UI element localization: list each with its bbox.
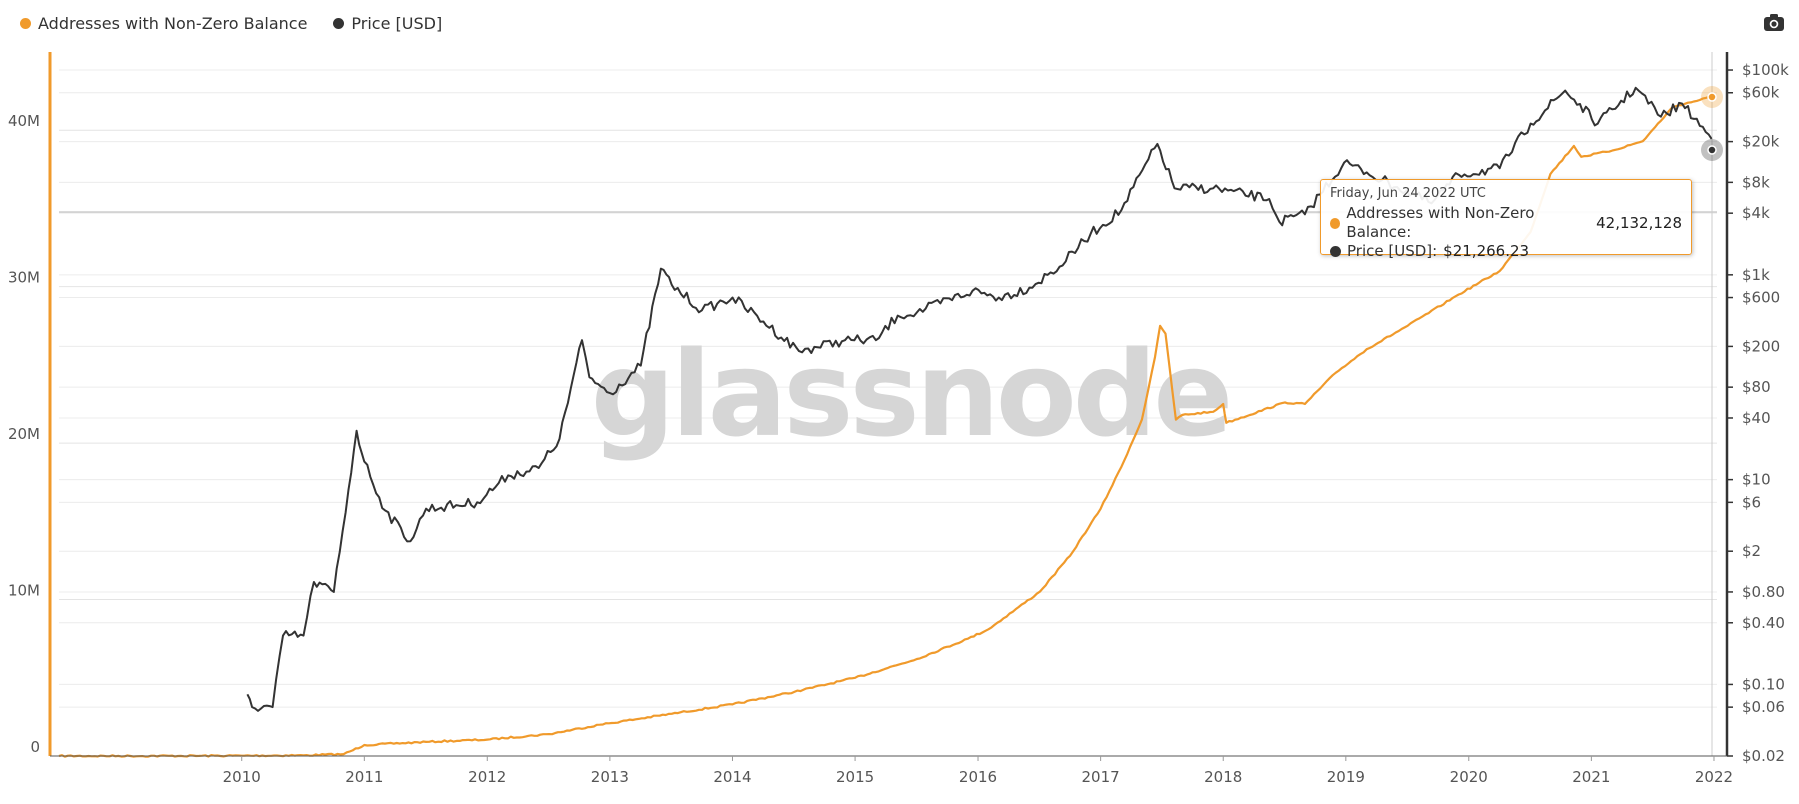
legend-item-addresses[interactable]: Addresses with Non-Zero Balance	[20, 14, 307, 33]
left-axis-tick-label: 20M	[8, 425, 40, 443]
tooltip-date: Friday, Jun 24 2022 UTC	[1330, 186, 1486, 201]
watermark: glassnode	[591, 325, 1230, 463]
right-axis-tick-label: $2	[1742, 542, 1761, 560]
x-axis-tick-label: 2017	[1082, 768, 1120, 786]
right-axis-tick-label: $0.80	[1742, 583, 1785, 601]
series-layer	[58, 86, 1713, 758]
x-axis-tick-label: 2018	[1204, 768, 1242, 786]
tick-labels: $100k $60k $20k $8k $4k $1k $600 $200 $80 $40 $10 $…	[8, 61, 1789, 786]
right-axis-tick-label: $8k	[1742, 173, 1770, 191]
x-axis-tick-label: 2014	[713, 768, 751, 786]
right-axis-tick-label: $80	[1742, 378, 1771, 396]
right-axis-tick-label: $60k	[1742, 84, 1780, 102]
legend-label-price: Price [USD]	[351, 14, 443, 33]
legend: Addresses with Non-Zero Balance Price [U…	[20, 14, 442, 33]
tooltip-addresses-value: 42,132,128	[1596, 213, 1682, 232]
right-axis-tick-label: $600	[1742, 289, 1780, 307]
tooltip-row-price: Price [USD]: $21,266.23	[1330, 242, 1682, 261]
right-axis-tick-label: $1k	[1742, 266, 1770, 284]
right-axis-tick-label: $200	[1742, 337, 1780, 355]
x-axis-tick-label: 2022	[1695, 768, 1733, 786]
tooltip-price-value: $21,266.23	[1443, 242, 1530, 260]
price-line	[246, 86, 1713, 712]
right-axis-tick-label: $0.40	[1742, 614, 1785, 632]
right-axis-tick-label: $6	[1742, 493, 1761, 511]
x-axis-tick-label: 2021	[1572, 768, 1610, 786]
left-axis-tick-label: 30M	[8, 269, 40, 287]
legend-label-addresses: Addresses with Non-Zero Balance	[38, 14, 308, 33]
x-axis-tick-label: 2010	[223, 768, 261, 786]
right-axis-tick-label: $20k	[1742, 133, 1780, 151]
addresses-line	[58, 95, 1712, 758]
addresses-marker	[1707, 92, 1717, 102]
tooltip-price-label: Price [USD]:	[1347, 242, 1438, 260]
left-axis-tick-label: 40M	[8, 112, 40, 130]
camera-icon[interactable]	[1763, 12, 1785, 32]
legend-swatch-addresses	[20, 18, 31, 29]
tooltip-swatch-price	[1330, 246, 1341, 257]
hover-markers	[1701, 86, 1723, 161]
tooltip-row-addresses: Addresses with Non-Zero Balance: 42,132,…	[1330, 204, 1682, 242]
axes	[48, 52, 1729, 757]
left-axis-tick-label: 0	[30, 738, 40, 756]
x-axis-tick-label: 2015	[836, 768, 874, 786]
tooltip: Friday, Jun 24 2022 UTC Addresses with N…	[1320, 179, 1692, 260]
x-axis-tick-label: 2019	[1327, 768, 1365, 786]
right-axis-tick-label: $0.06	[1742, 698, 1785, 716]
legend-item-price[interactable]: Price [USD]	[333, 14, 442, 33]
price-marker	[1707, 145, 1717, 155]
left-axis-tick-label: 10M	[8, 582, 40, 600]
right-axis-tick-label: $10	[1742, 471, 1771, 489]
x-axis-tick-label: 2016	[959, 768, 997, 786]
right-axis-tick-label: $0.10	[1742, 675, 1785, 693]
right-axis-tick-label: $0.02	[1742, 747, 1785, 765]
x-axis-tick-label: 2011	[345, 768, 383, 786]
x-axis-tick-label: 2012	[468, 768, 506, 786]
legend-swatch-price	[333, 18, 345, 29]
right-axis-tick-label: $40	[1742, 409, 1771, 427]
x-axis-tick-label: 2013	[591, 768, 629, 786]
tooltip-addresses-label: Addresses with Non-Zero Balance:	[1346, 204, 1535, 241]
tooltip-swatch-addresses	[1330, 217, 1341, 229]
right-axis-tick-label: $4k	[1742, 204, 1770, 222]
x-axis-tick-label: 2020	[1450, 768, 1488, 786]
right-axis-tick-label: $100k	[1742, 61, 1789, 79]
